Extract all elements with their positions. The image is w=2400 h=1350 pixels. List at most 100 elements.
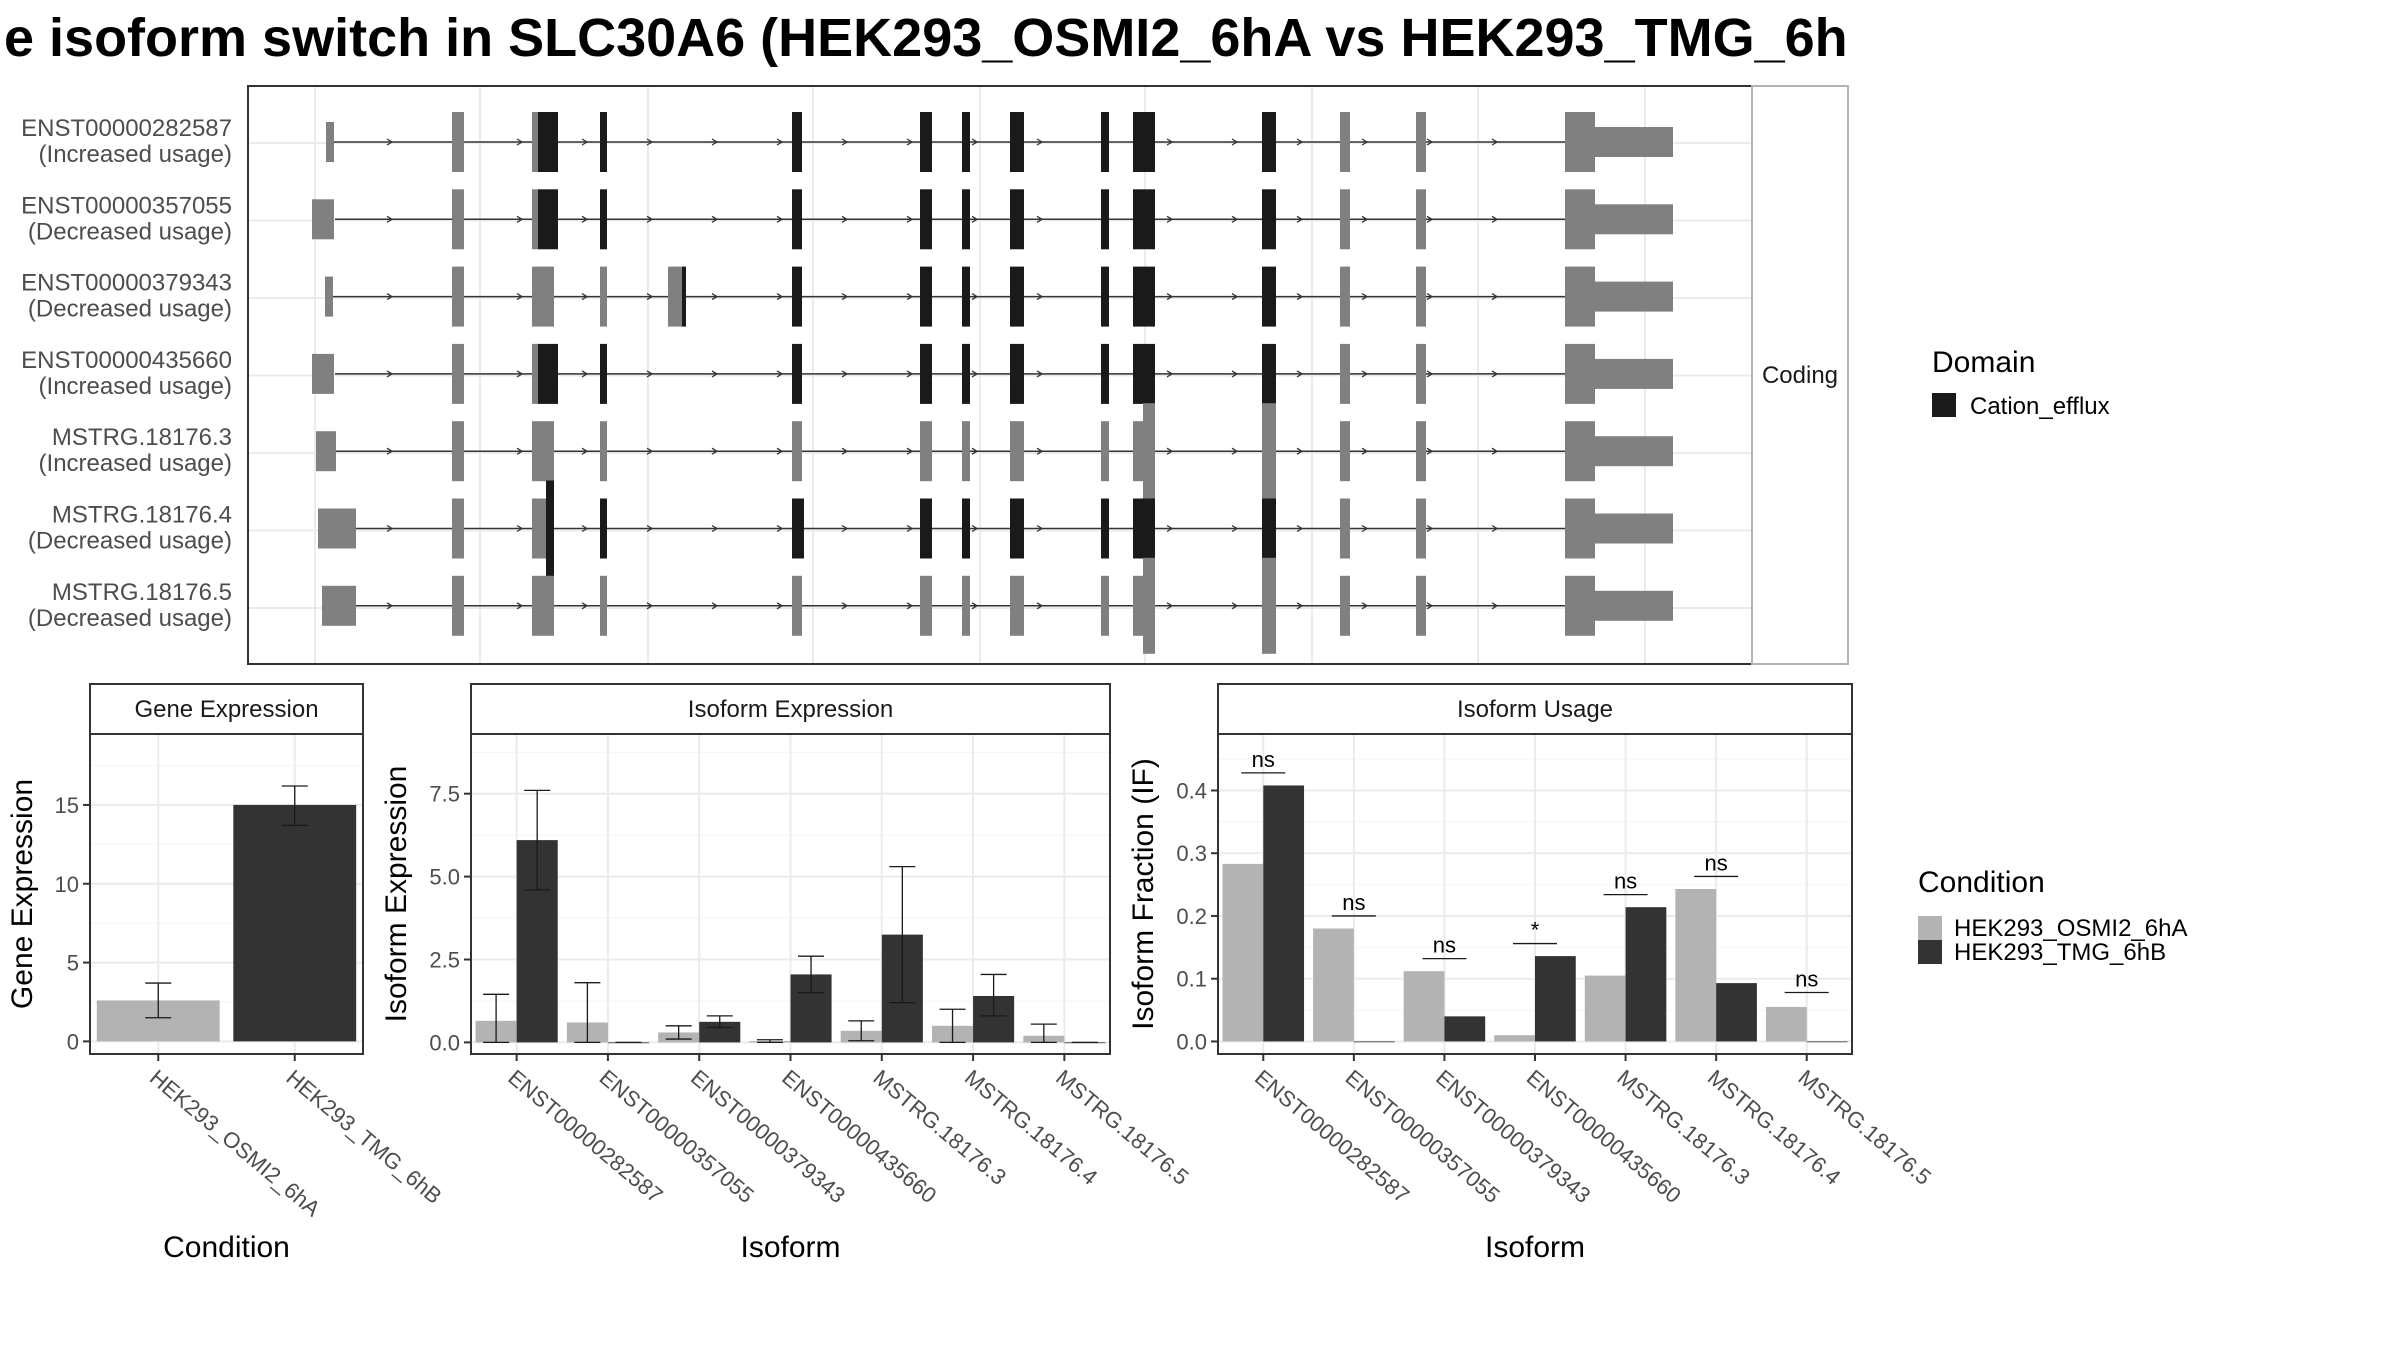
direction-chevron — [971, 524, 979, 533]
cation-efflux-exon — [1101, 343, 1109, 404]
direction-chevron — [841, 215, 849, 223]
exon — [1340, 421, 1350, 482]
exon — [326, 122, 334, 162]
transcript-track — [322, 557, 1673, 654]
data-bar — [233, 804, 357, 1042]
direction-chevron — [711, 602, 719, 610]
cation-efflux-exon — [1133, 189, 1155, 250]
exon — [1010, 575, 1024, 636]
direction-chevron — [971, 602, 979, 610]
cation-efflux-exon — [1262, 343, 1276, 404]
direction-chevron — [971, 215, 979, 223]
panel-strip — [470, 683, 1111, 735]
cation-efflux-exon — [920, 498, 932, 559]
cation-efflux-exon — [538, 112, 558, 172]
direction-chevron — [1491, 524, 1499, 533]
data-bar — [1806, 1041, 1848, 1043]
significance-label: * — [1531, 918, 1540, 943]
direction-chevron — [386, 447, 394, 455]
transcript-id-label: ENST00000282587 — [21, 115, 232, 142]
exon — [1340, 266, 1350, 327]
data-bar — [1584, 975, 1626, 1042]
direction-chevron — [776, 602, 784, 610]
x-tick-label: ENST00000379343 — [686, 1065, 850, 1208]
transcript-id-label: MSTRG.18176.3 — [52, 424, 232, 451]
exon — [920, 575, 932, 636]
utr-block — [1595, 204, 1673, 235]
exon — [312, 353, 334, 394]
significance-label: ns — [1705, 850, 1728, 875]
significance-label: ns — [1252, 747, 1275, 772]
x-axis-title: Isoform — [740, 1231, 840, 1264]
exon — [920, 421, 932, 482]
direction-chevron — [581, 602, 589, 610]
cation-efflux-exon — [682, 266, 686, 327]
exon — [668, 266, 684, 327]
transcript-id-label: ENST00000379343 — [21, 270, 232, 297]
error-bar — [1030, 1023, 1057, 1044]
exon — [1340, 189, 1350, 250]
exon — [452, 343, 464, 404]
direction-chevron — [516, 447, 524, 455]
figure-title: e isoform switch in SLC30A6 (HEK293_OSMI… — [4, 8, 1848, 68]
exon — [1416, 343, 1426, 404]
direction-chevron — [776, 215, 784, 223]
data-bar — [1675, 888, 1717, 1042]
y-axis-title: Isoform Fraction (IF) — [1127, 758, 1160, 1030]
y-tick-label: 5.0 — [429, 865, 460, 890]
x-tick-label: ENST00000357055 — [595, 1065, 759, 1208]
condition-legend-label-b: HEK293_TMG_6hB — [1954, 939, 2166, 966]
direction-chevron — [581, 524, 589, 533]
data-bar — [1716, 983, 1757, 1042]
direction-chevron — [1166, 524, 1174, 533]
direction-chevron — [711, 370, 719, 378]
cation-efflux-exon — [1010, 112, 1024, 172]
y-axis-title: Isoform Expression — [380, 766, 413, 1023]
direction-chevron — [1166, 602, 1174, 610]
exon — [1262, 403, 1276, 500]
direction-chevron — [1491, 602, 1499, 610]
transcript-id-label: ENST00000357055 — [21, 192, 232, 219]
utr-block — [1595, 127, 1673, 157]
transcript-track — [326, 112, 1673, 172]
utr-block — [1595, 358, 1673, 389]
exon — [532, 112, 538, 172]
direction-chevron — [906, 447, 914, 455]
exon — [1416, 498, 1426, 559]
cation-efflux-exon — [1010, 498, 1024, 559]
direction-chevron — [711, 293, 719, 301]
transcript-usage-label: (Decreased usage) — [28, 296, 232, 323]
exon — [1133, 575, 1145, 636]
direction-chevron — [386, 524, 394, 533]
direction-chevron — [1231, 215, 1239, 223]
cation-efflux-exon — [1262, 498, 1276, 559]
direction-chevron — [841, 524, 849, 533]
direction-chevron — [1426, 138, 1434, 146]
transcript-structure-panel: Coding ENST00000282587(Increased usage)E… — [21, 85, 1849, 665]
direction-chevron — [581, 138, 589, 146]
cation-efflux-exon — [1133, 266, 1155, 327]
direction-chevron — [1361, 524, 1369, 533]
direction-chevron — [1036, 293, 1044, 301]
exon — [1416, 112, 1426, 172]
direction-chevron — [646, 138, 654, 146]
direction-chevron — [711, 447, 719, 455]
direction-chevron — [1036, 602, 1044, 610]
significance-label: ns — [1795, 967, 1818, 992]
significance-label: ns — [1342, 890, 1365, 915]
direction-chevron — [1426, 370, 1434, 378]
isoform-usage-chart: Isoform Usage ns ns ns * ns ns ns 0.0 0.1 0.2 0.3 0.… — [1127, 683, 1936, 1264]
direction-chevron — [1036, 138, 1044, 146]
error-bar — [145, 982, 172, 1019]
domain-legend-key — [1932, 393, 1956, 417]
direction-chevron — [1166, 447, 1174, 455]
data-bar — [1625, 907, 1667, 1042]
direction-chevron — [906, 138, 914, 146]
transcript-usage-label: (Increased usage) — [39, 450, 232, 477]
cation-efflux-exon — [920, 189, 932, 250]
direction-chevron — [1491, 293, 1499, 301]
data-bar — [1263, 785, 1305, 1042]
transcript-track — [312, 189, 1673, 250]
cation-efflux-exon — [1101, 189, 1109, 250]
direction-chevron — [1296, 524, 1304, 533]
